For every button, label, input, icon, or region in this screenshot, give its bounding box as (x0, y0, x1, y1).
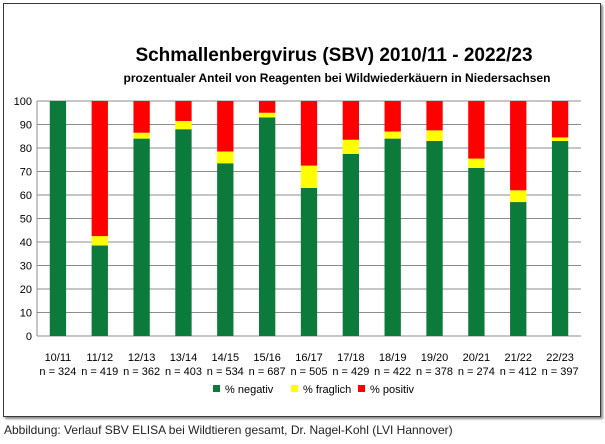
bar-segment-fraglich-4 (217, 151, 234, 164)
bar-segment-negativ-6 (300, 187, 318, 336)
x-tick-label: 13/14 (170, 352, 198, 364)
bar-segment-positiv-1 (91, 101, 108, 237)
x-tick-label: 19/20 (421, 352, 449, 364)
bar-segment-negativ-5 (258, 117, 276, 336)
y-tick-label: 10 (20, 308, 32, 320)
bar-segment-fraglich-7 (342, 139, 360, 154)
bar-segment-negativ-4 (217, 163, 234, 336)
y-tick-label: 80 (20, 143, 32, 155)
x-tick-label: 10/11 (45, 352, 72, 364)
bar-segment-fraglich-3 (175, 120, 192, 130)
sample-size-label: n = 422 (374, 366, 411, 378)
bar-segment-positiv-7 (342, 101, 360, 140)
chart-frame: Schmallenbergvirus (SBV) 2010/11 - 2022/… (3, 3, 601, 417)
chart-subtitle: prozentualer Anteil von Reagenten bei Wi… (124, 71, 551, 85)
bars (49, 101, 569, 336)
legend-label-negativ: % negativ (225, 384, 274, 396)
sample-size-label: n = 397 (542, 366, 579, 378)
y-tick-label: 40 (20, 237, 32, 249)
bar-segment-fraglich-8 (384, 131, 401, 139)
bar-segment-fraglich-6 (300, 165, 318, 188)
y-tick-label: 100 (14, 96, 32, 108)
bar-segment-negativ-2 (133, 138, 150, 336)
x-tick-label: 22/23 (546, 352, 574, 364)
bar-segment-positiv-3 (175, 101, 192, 121)
bar-segment-positiv-9 (426, 101, 443, 131)
bar-segment-positiv-12 (551, 101, 569, 138)
x-tick-label: 14/15 (212, 352, 240, 364)
y-tick-label: 60 (20, 190, 32, 202)
bar-segment-positiv-4 (217, 101, 234, 152)
y-tick-label: 20 (20, 284, 32, 296)
legend-label-fraglich: % fraglich (303, 384, 351, 396)
y-axis: 0 10 20 30 40 50 60 70 80 90 100 (14, 96, 38, 343)
sample-size-label: n = 429 (332, 366, 369, 378)
x-tick-label: 11/12 (86, 352, 113, 364)
legend-swatch-positiv (358, 385, 365, 392)
x-tick-label: 18/19 (379, 352, 407, 364)
chart: Schmallenbergvirus (SBV) 2010/11 - 2022/… (14, 45, 581, 396)
y-tick-label: 90 (20, 120, 32, 132)
x-tick-label: 17/18 (337, 352, 365, 364)
sample-size-label: n = 412 (500, 366, 537, 378)
bar-segment-negativ-1 (91, 245, 108, 336)
sample-size-label: n = 362 (123, 366, 160, 378)
sample-size-label: n = 403 (165, 366, 202, 378)
y-tick-label: 0 (26, 331, 32, 343)
bar-segment-fraglich-2 (133, 132, 150, 139)
bar-segment-positiv-11 (510, 101, 527, 191)
sample-size-label: n = 687 (249, 366, 286, 378)
chart-title: Schmallenbergvirus (SBV) 2010/11 - 2022/… (135, 45, 532, 66)
x-tick-label: 12/13 (128, 352, 156, 364)
legend: % negativ % fraglich % positiv (213, 384, 415, 396)
bar-segment-fraglich-12 (551, 137, 569, 141)
sample-size-label: n = 419 (81, 366, 118, 378)
bar-segment-fraglich-11 (510, 190, 527, 203)
bar-segment-negativ-10 (468, 167, 485, 336)
y-tick-label: 50 (20, 214, 32, 226)
legend-label-positiv: % positiv (370, 384, 415, 396)
legend-swatch-fraglich (291, 385, 298, 392)
bar-segment-negativ-9 (426, 140, 443, 336)
bar-segment-negativ-8 (384, 138, 401, 336)
bar-segment-negativ-7 (342, 153, 360, 336)
x-axis: 10/11 n = 324 11/12 n = 419 12/13 n = 362 13/1… (39, 352, 578, 378)
y-tick-label: 30 (20, 261, 32, 273)
bar-segment-fraglich-10 (468, 158, 485, 168)
bar-segment-fraglich-5 (258, 112, 276, 118)
figure-caption: Abbildung: Verlauf SBV ELISA bei Wildtie… (4, 423, 453, 437)
x-tick-label: 15/16 (253, 352, 281, 364)
x-tick-label: 21/22 (504, 352, 532, 364)
x-tick-label: 20/21 (463, 352, 491, 364)
legend-swatch-negativ (213, 385, 220, 392)
sample-size-label: n = 534 (207, 366, 244, 378)
bar-segment-positiv-2 (133, 101, 150, 133)
bar-segment-positiv-10 (468, 101, 485, 159)
x-tick-label: 16/17 (295, 352, 323, 364)
bar-segment-negativ-0 (49, 101, 67, 336)
bar-segment-positiv-5 (258, 101, 276, 113)
bar-segment-positiv-8 (384, 101, 401, 132)
bar-segment-negativ-11 (510, 202, 527, 336)
bar-segment-positiv-6 (300, 101, 318, 166)
sample-size-label: n = 324 (39, 366, 76, 378)
bar-segment-fraglich-9 (426, 130, 443, 141)
y-tick-label: 70 (20, 167, 32, 179)
bar-segment-negativ-12 (551, 140, 569, 336)
bar-segment-fraglich-1 (91, 236, 108, 246)
sample-size-label: n = 505 (290, 366, 327, 378)
sample-size-label: n = 274 (458, 366, 495, 378)
bar-segment-negativ-3 (175, 129, 192, 336)
sample-size-label: n = 378 (416, 366, 453, 378)
